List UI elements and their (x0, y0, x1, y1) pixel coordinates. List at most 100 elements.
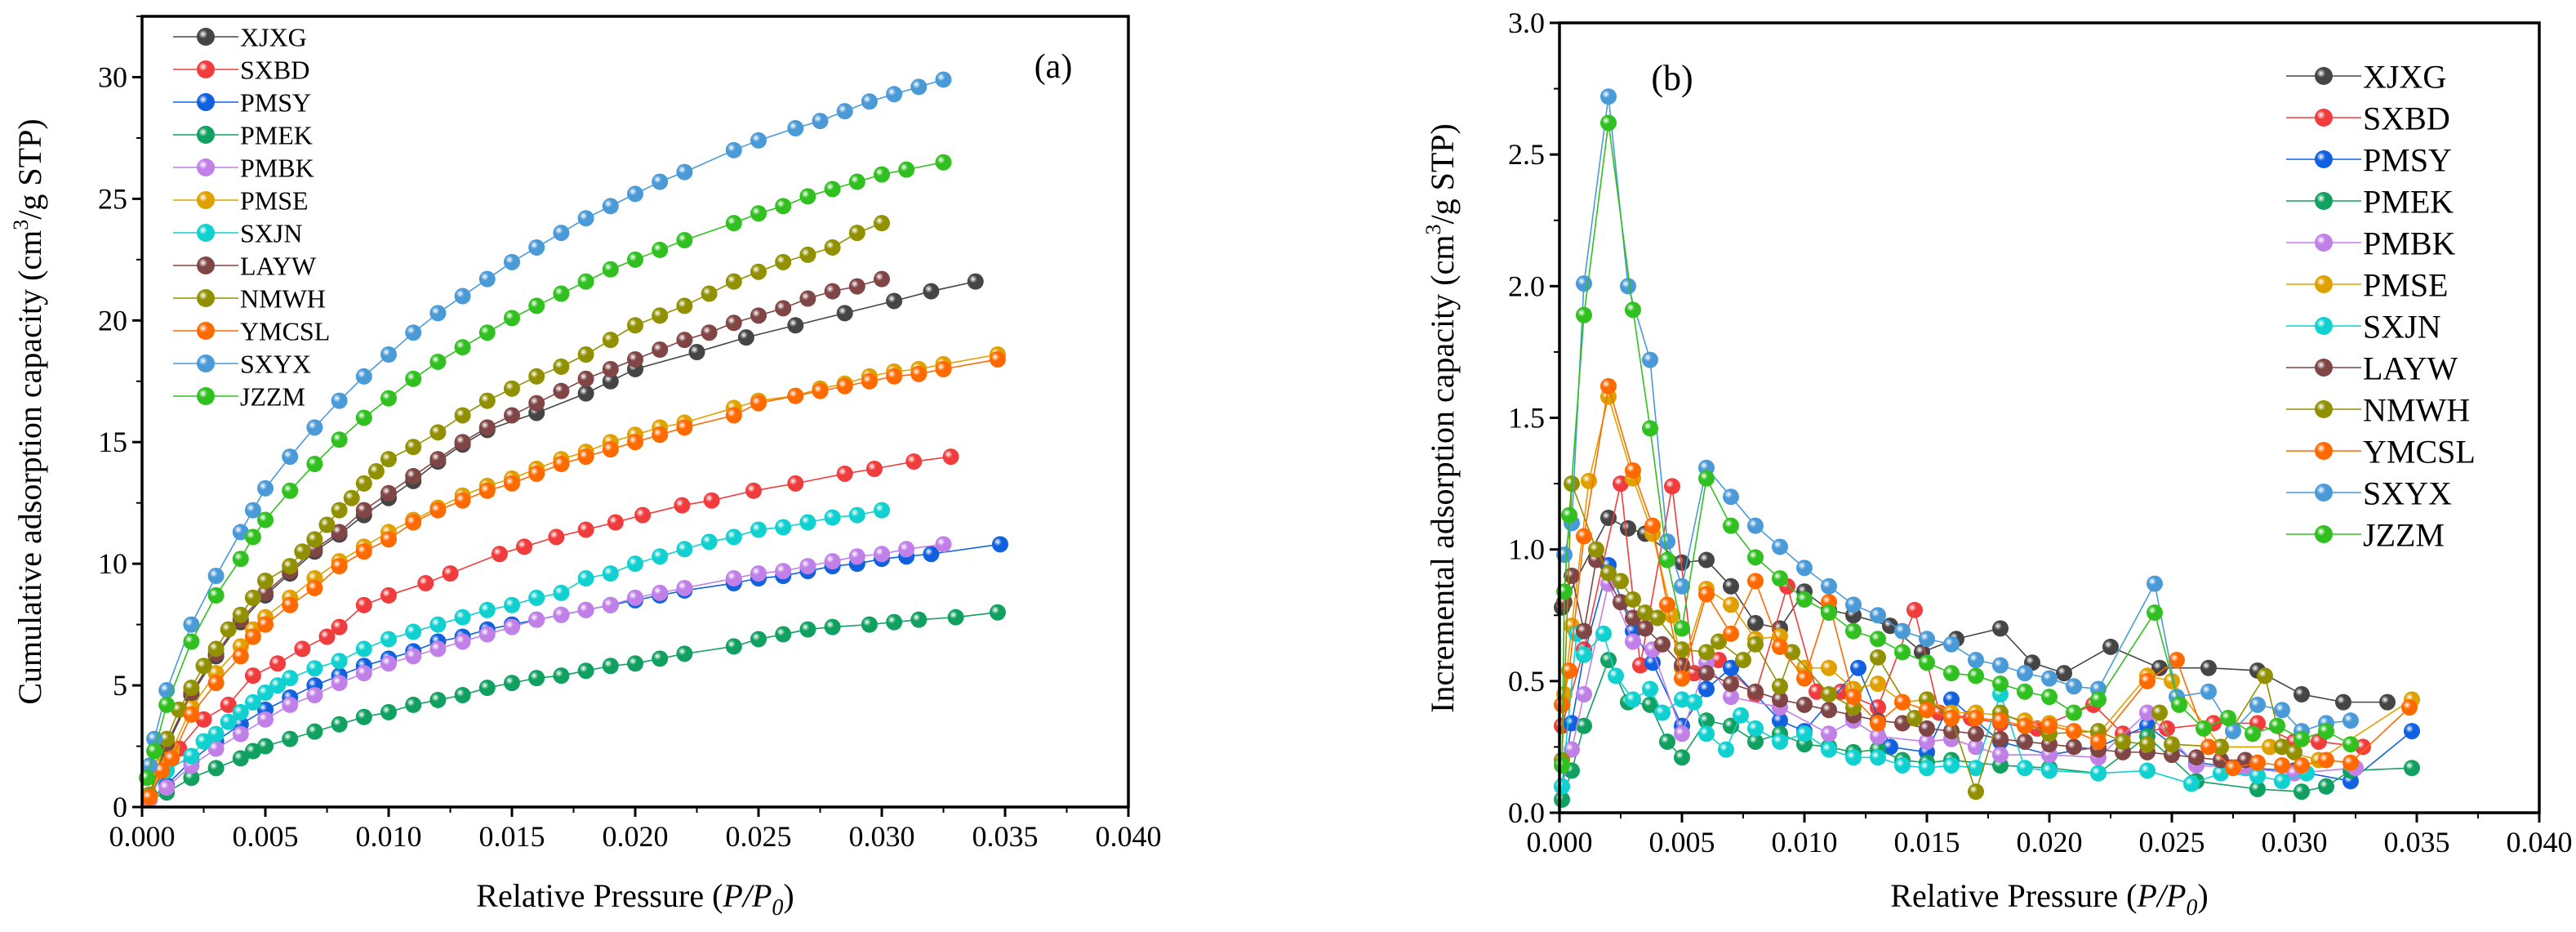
data-point (405, 324, 422, 341)
legend-label: PMSE (2363, 266, 2449, 303)
data-point (294, 640, 311, 658)
data-point (824, 618, 841, 635)
data-point (1625, 609, 1641, 627)
data-point (750, 307, 767, 324)
data-point (1943, 635, 1960, 653)
data-point (491, 546, 508, 563)
data-point (1894, 644, 1911, 661)
data-point (812, 113, 829, 130)
data-point (1919, 720, 1935, 737)
data-point (405, 623, 422, 640)
data-point (232, 524, 249, 541)
legend-label: SXBD (240, 56, 309, 85)
panel-a-series-nmwh (141, 215, 890, 804)
series-line (149, 78, 944, 766)
data-point (2056, 665, 2072, 682)
data-point (553, 606, 570, 623)
data-point (429, 353, 447, 370)
legend-marker (197, 191, 215, 209)
data-point (2196, 720, 2212, 737)
data-point (158, 779, 176, 796)
data-point (1674, 577, 1690, 595)
data-point (1747, 614, 1764, 631)
data-point (2274, 738, 2290, 756)
data-point (183, 747, 200, 765)
data-point (380, 531, 397, 548)
data-point (2066, 738, 2082, 756)
panel-a-legend-item-nmwh: NMWH (173, 284, 326, 314)
data-point (2404, 760, 2420, 777)
data-point (2090, 733, 2107, 750)
data-point (1576, 622, 1592, 640)
data-point (1992, 620, 2009, 637)
data-point (1674, 725, 1690, 742)
data-point (331, 618, 348, 635)
panel-b-y-tick-label: 1.5 (1508, 402, 1545, 435)
data-point (2066, 723, 2082, 740)
legend-label: SXJN (240, 219, 302, 248)
data-point (2090, 691, 2107, 708)
data-point (478, 392, 496, 409)
panel-b-x-tick-label: 0.005 (1649, 826, 1715, 858)
data-point (750, 132, 767, 149)
data-point (244, 528, 261, 546)
data-point (207, 568, 225, 585)
data-point (1747, 720, 1764, 737)
data-point (306, 686, 323, 703)
data-point (2401, 699, 2418, 716)
data-point (1698, 644, 1715, 661)
data-point (220, 713, 237, 730)
panel-b-series-nmwh (1554, 475, 2302, 800)
data-point (1747, 573, 1764, 590)
data-point (1625, 301, 1641, 319)
panel-a-x-tick-label: 0.035 (972, 820, 1039, 853)
data-point (1968, 738, 1984, 756)
data-point (1554, 791, 1570, 808)
data-point (1554, 778, 1570, 795)
data-point (232, 648, 249, 665)
legend-label: LAYW (240, 252, 317, 281)
data-point (836, 465, 853, 482)
data-point (478, 680, 496, 697)
panel-a-legend-item-jzzm: JZZM (173, 382, 305, 412)
data-point (1674, 670, 1690, 687)
data-point (1637, 604, 1653, 622)
data-point (405, 696, 422, 713)
data-point (799, 246, 816, 263)
data-point (2102, 638, 2119, 655)
data-point (848, 548, 865, 565)
data-point (355, 502, 372, 519)
data-point (282, 482, 299, 499)
data-point (750, 205, 767, 222)
data-point (602, 596, 619, 613)
data-point (2017, 717, 2033, 734)
data-point (207, 760, 225, 777)
data-point (1992, 676, 2009, 693)
data-point (306, 660, 323, 677)
legend-label: PMSY (2363, 141, 2452, 178)
data-point (750, 521, 767, 538)
data-point (146, 742, 163, 760)
data-point (2200, 738, 2217, 756)
data-point (634, 506, 652, 524)
panel-a-legend-item-sxbd: SXBD (173, 56, 309, 85)
data-point (577, 210, 594, 227)
data-point (2041, 762, 2058, 779)
data-point (2200, 683, 2217, 700)
data-point (183, 616, 200, 633)
data-point (775, 198, 792, 215)
data-point (158, 730, 176, 747)
data-point (2225, 723, 2241, 740)
data-point (898, 161, 915, 178)
panel-a-legend-item-sxjn: SXJN (173, 219, 302, 248)
data-point (244, 628, 261, 645)
data-point (331, 524, 348, 541)
panel-a-series-sxjn (141, 502, 890, 804)
data-point (775, 626, 792, 643)
legend-marker (197, 28, 215, 46)
data-point (2274, 756, 2290, 774)
data-point (1845, 596, 1862, 613)
data-point (1613, 573, 1629, 590)
data-point (454, 407, 471, 424)
data-point (1718, 741, 1734, 758)
